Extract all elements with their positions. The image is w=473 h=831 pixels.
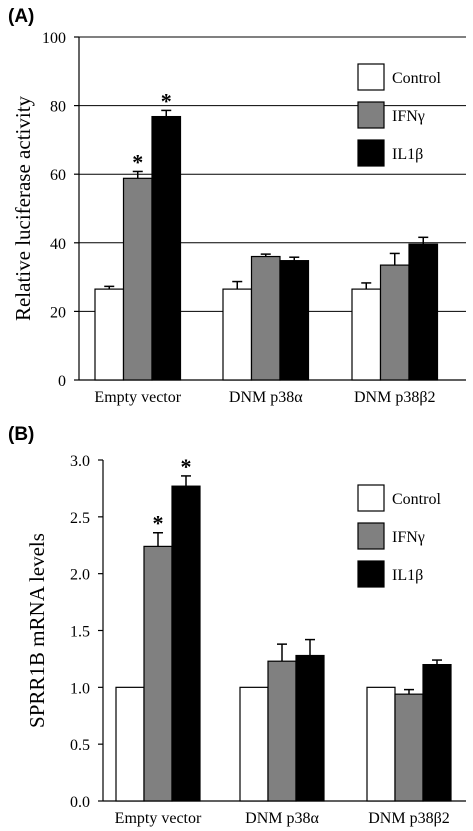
bar xyxy=(239,686,269,802)
x-category-label: DNM p38β2 xyxy=(354,389,435,406)
y-tick-label: 2.5 xyxy=(70,510,90,527)
significance-marker: * xyxy=(132,149,143,174)
bar xyxy=(122,177,153,381)
legend-label: IFNγ xyxy=(392,108,425,125)
bar xyxy=(366,686,396,802)
y-axis-title: Relative luciferase activity xyxy=(11,95,35,321)
significance-marker: * xyxy=(181,454,192,479)
legend-swatch xyxy=(357,484,385,512)
x-category-label: Empty vector xyxy=(115,810,202,827)
y-tick-label: 40 xyxy=(50,236,66,253)
y-tick-label: 0 xyxy=(58,373,66,390)
panel-label: (A) xyxy=(8,6,34,27)
y-tick-label: 100 xyxy=(42,30,66,47)
bar xyxy=(250,255,281,381)
bar xyxy=(267,660,297,802)
significance-marker: * xyxy=(161,88,172,113)
x-category-label: DNM p38β2 xyxy=(368,810,449,827)
bar xyxy=(222,288,253,381)
y-tick-label: 1.0 xyxy=(70,680,90,697)
y-tick-label: 60 xyxy=(50,167,66,184)
bar xyxy=(94,288,125,381)
legend-label: IL1β xyxy=(392,567,423,584)
y-tick-label: 0.0 xyxy=(70,794,90,811)
legend-label: IFNγ xyxy=(392,529,425,546)
legend-swatch xyxy=(357,101,385,129)
y-tick-label: 3.0 xyxy=(70,453,90,470)
bar xyxy=(379,264,410,381)
x-category-label: Empty vector xyxy=(94,389,181,406)
panel-label: (B) xyxy=(8,424,34,445)
legend-swatch xyxy=(357,63,385,91)
bar xyxy=(151,115,182,381)
bar xyxy=(295,654,325,802)
y-tick-label: 1.5 xyxy=(70,624,90,641)
panel-a: (A) 0 20 40 60 80 100 Relative luciferase activ… xyxy=(8,6,466,406)
bar xyxy=(394,693,424,802)
x-category-label: DNM p38α xyxy=(245,810,319,827)
y-tick-label: 80 xyxy=(50,99,66,116)
legend-label: Control xyxy=(392,70,441,87)
legend-label: Control xyxy=(392,491,441,508)
bar xyxy=(115,686,145,802)
y-tick-label: 2.0 xyxy=(70,567,90,584)
legend-swatch xyxy=(357,139,385,167)
legend-swatch xyxy=(357,560,385,588)
bar xyxy=(351,288,382,381)
bar xyxy=(422,663,452,802)
y-tick-label: 0.5 xyxy=(70,737,90,754)
legend-label: IL1β xyxy=(392,146,423,163)
x-category-label: DNM p38α xyxy=(229,389,303,406)
legend-swatch xyxy=(357,522,385,550)
panel-b: (B) 0.0 0.5 1.0 1.5 2.0 2.5 3.0 SPRR1B mRNA leve… xyxy=(8,424,466,827)
y-axis-title: SPRR1B mRNA levels xyxy=(25,533,49,728)
bar xyxy=(279,260,310,381)
bar xyxy=(143,545,173,802)
y-tick-label: 20 xyxy=(50,304,66,321)
significance-marker: * xyxy=(153,511,164,536)
bar xyxy=(408,243,439,381)
bar xyxy=(171,485,201,802)
